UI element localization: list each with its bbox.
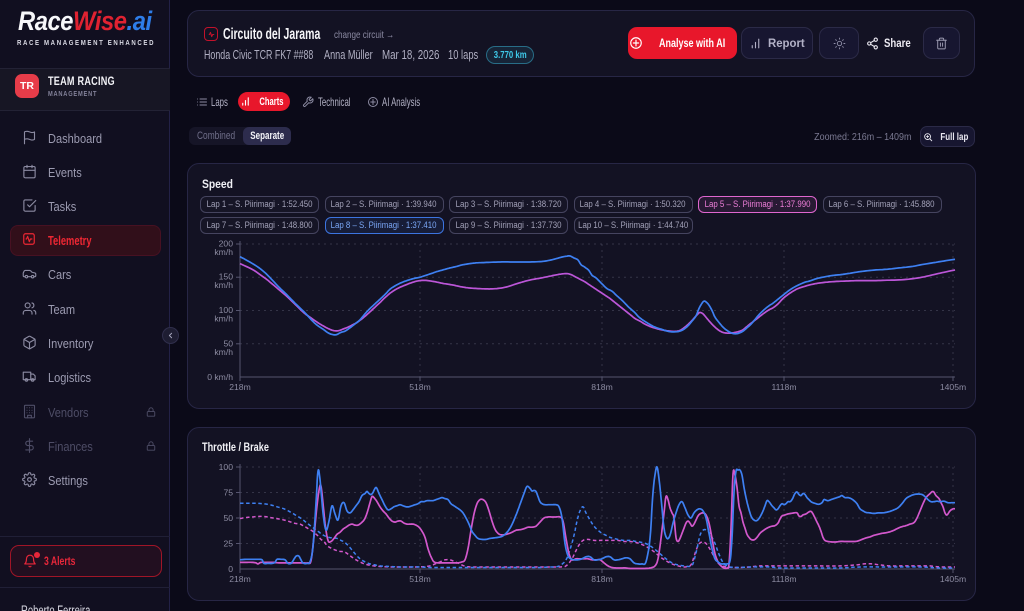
svg-text:km/h: km/h	[214, 314, 233, 324]
svg-text:50: 50	[223, 513, 233, 523]
svg-text:518m: 518m	[409, 382, 431, 392]
svg-text:150: 150	[219, 272, 234, 282]
svg-text:518m: 518m	[409, 574, 431, 584]
svg-text:0 km/h: 0 km/h	[207, 372, 233, 382]
svg-text:100: 100	[219, 305, 234, 315]
svg-text:1405m: 1405m	[940, 574, 966, 584]
svg-text:1405m: 1405m	[940, 382, 966, 392]
svg-text:100: 100	[219, 462, 234, 472]
svg-text:1118m: 1118m	[772, 574, 797, 584]
svg-text:km/h: km/h	[214, 347, 233, 357]
svg-text:200: 200	[219, 239, 234, 249]
svg-text:0: 0	[228, 564, 233, 574]
svg-text:818m: 818m	[591, 382, 613, 392]
svg-text:1118m: 1118m	[772, 382, 797, 392]
svg-text:km/h: km/h	[214, 247, 233, 257]
svg-text:25: 25	[223, 539, 233, 549]
svg-text:818m: 818m	[591, 574, 613, 584]
svg-text:50: 50	[223, 338, 233, 348]
svg-text:km/h: km/h	[214, 280, 233, 290]
svg-text:75: 75	[223, 488, 233, 498]
svg-text:218m: 218m	[229, 382, 251, 392]
svg-text:218m: 218m	[229, 574, 251, 584]
